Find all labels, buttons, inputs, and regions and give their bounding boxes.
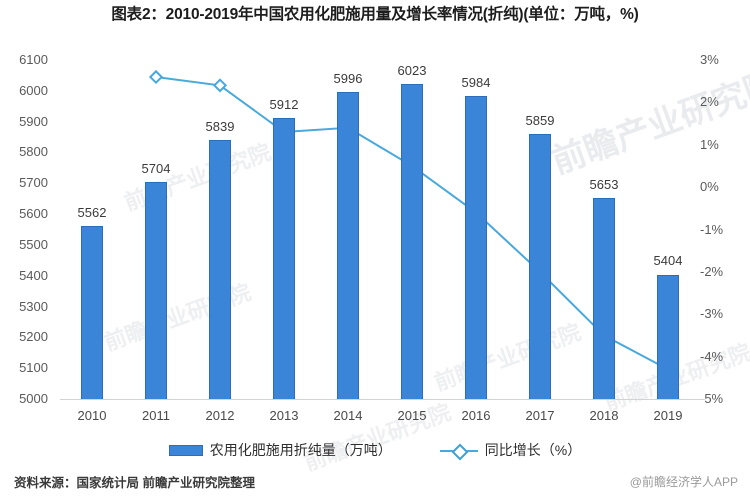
- watermark: 前瞻产业研究院: [300, 399, 455, 476]
- x-axis-tick: 2017: [525, 408, 555, 423]
- legend-label-line: 同比增长（%）: [484, 442, 582, 458]
- y-axis-left-tick: 5100: [19, 360, 48, 376]
- bar-value-label: 5912: [269, 96, 299, 112]
- bar[interactable]: [337, 92, 359, 399]
- bar[interactable]: [529, 134, 551, 399]
- app-watermark-note: @前瞻经济学人APP: [629, 475, 738, 489]
- y-axis-right-tick: 2%: [700, 94, 719, 110]
- chart-title: 图表2：2010-2019年中国农用化肥施用量及增长率情况(折纯)(单位：万吨，…: [111, 6, 639, 23]
- bar[interactable]: [593, 197, 615, 399]
- axis-baseline: [60, 399, 705, 400]
- y-axis-right-tick: -3%: [700, 306, 724, 322]
- chart-legend: 农用化肥施用折纯量（万吨） 同比增长（%）: [0, 440, 750, 460]
- y-axis-right-tick: -1%: [700, 221, 724, 237]
- x-axis-tick: 2014: [333, 408, 363, 423]
- plot-area: 5562 5704 5839 5912 5996 6023 5984 5859 5653 5404: [60, 60, 700, 399]
- x-axis-tick: 2015: [397, 408, 427, 423]
- y-axis-left-tick: 5000: [19, 391, 48, 406]
- bar-value-label: 5839: [205, 119, 235, 135]
- y-axis-right-tick: -2%: [700, 263, 724, 279]
- legend-item-bar[interactable]: 农用化肥施用折纯量（万吨）: [168, 440, 392, 460]
- legend-item-line[interactable]: 同比增长（%）: [439, 440, 582, 460]
- bar[interactable]: [81, 225, 103, 399]
- line-marker[interactable]: [148, 69, 164, 85]
- bar[interactable]: [657, 274, 679, 399]
- x-axis-tick: 2012: [205, 408, 235, 423]
- bar-value-label: 5404: [653, 253, 683, 269]
- y-axis-right-tick: -4%: [700, 348, 724, 364]
- y-axis-left-tick: 5300: [19, 298, 48, 314]
- legend-bar-swatch-icon: [168, 444, 203, 456]
- bar-value-label: 5984: [461, 74, 491, 90]
- bar-value-label: 5562: [77, 204, 107, 220]
- y-axis-left-tick: 5500: [19, 236, 48, 252]
- x-axis-tick: 2016: [461, 408, 491, 423]
- bar[interactable]: [209, 140, 231, 399]
- legend-label-bar: 农用化肥施用折纯量（万吨）: [209, 442, 392, 458]
- y-axis-left-tick: 5800: [19, 144, 48, 160]
- y-axis-right-tick: -5%: [700, 391, 724, 406]
- x-axis-tick: 2018: [589, 408, 619, 423]
- y-axis-right-tick: 1%: [700, 136, 719, 152]
- bar[interactable]: [145, 182, 167, 399]
- bar-value-label: 5704: [141, 161, 171, 177]
- y-axis-left-tick: 5700: [19, 175, 48, 191]
- y-axis-right-tick: 0%: [700, 179, 719, 195]
- bar[interactable]: [465, 95, 487, 399]
- bar-value-label: 5859: [525, 113, 555, 129]
- y-axis-left-tick: 6000: [19, 82, 48, 98]
- x-axis-tick: 2013: [269, 408, 299, 423]
- bar-value-label: 6023: [397, 62, 427, 78]
- bar[interactable]: [273, 117, 295, 399]
- y-axis-left-tick: 5400: [19, 267, 48, 283]
- legend-line-swatch-icon: [439, 445, 478, 456]
- y-axis-right-tick: 3%: [700, 52, 719, 67]
- x-axis-tick: 2010: [77, 408, 107, 423]
- x-axis-tick: 2011: [142, 408, 170, 423]
- y-axis-left-tick: 6100: [19, 52, 48, 67]
- y-axis-left-tick: 5200: [19, 329, 48, 345]
- source-note: 资料来源：国家统计局 前瞻产业研究院整理: [14, 476, 255, 490]
- y-axis-left-tick: 5900: [19, 113, 48, 129]
- bar-value-label: 5653: [589, 176, 619, 192]
- y-axis-left-tick: 5600: [19, 206, 48, 222]
- bar-value-label: 5996: [333, 71, 363, 87]
- line-marker[interactable]: [212, 78, 228, 93]
- bar[interactable]: [401, 83, 423, 399]
- x-axis-tick: 2019: [653, 408, 683, 423]
